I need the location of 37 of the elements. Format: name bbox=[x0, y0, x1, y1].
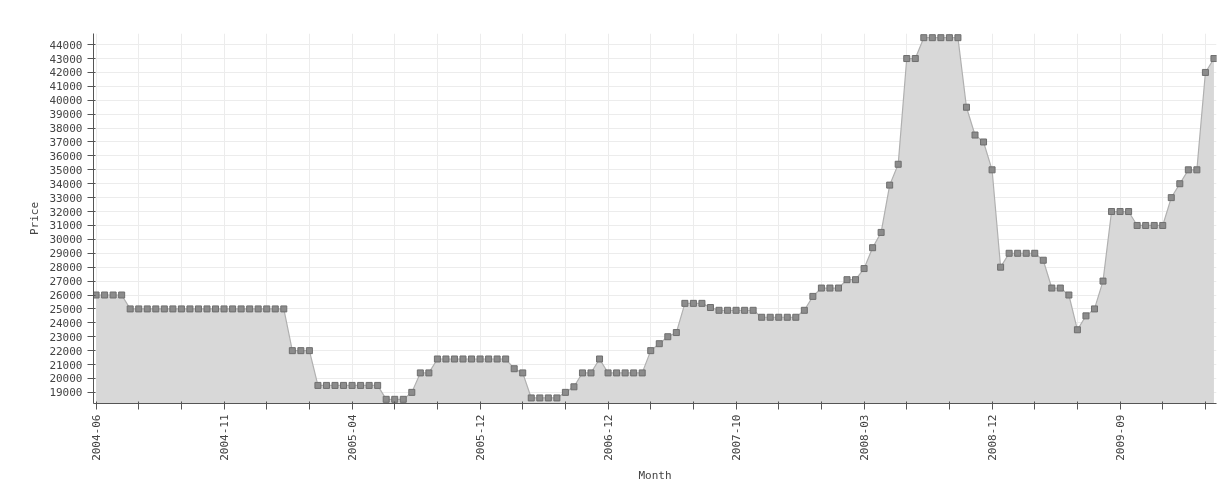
y-tick-label: 36000 bbox=[49, 149, 83, 163]
y-tick-label: 35000 bbox=[49, 163, 83, 177]
y-tick-label: 31000 bbox=[49, 219, 83, 233]
y-tick-label: 38000 bbox=[49, 122, 83, 136]
y-tick-label: 39000 bbox=[49, 108, 83, 122]
y-tick-label: 24000 bbox=[49, 316, 83, 330]
y-tick-label: 44000 bbox=[49, 38, 83, 52]
y-tick-label: 22000 bbox=[49, 344, 83, 358]
y-tick-label: 33000 bbox=[49, 191, 83, 205]
y-tick-label: 42000 bbox=[49, 66, 83, 80]
y-tick-label: 43000 bbox=[49, 52, 83, 66]
y-tick-label: 30000 bbox=[49, 233, 83, 247]
y-tick-label: 37000 bbox=[49, 136, 83, 149]
y-tick-label: 32000 bbox=[49, 205, 83, 219]
x-tick-label: 2004-06 bbox=[90, 414, 104, 461]
y-tick-label: 27000 bbox=[49, 275, 83, 289]
y-tick-label: 28000 bbox=[49, 261, 83, 275]
x-tick-label: 2005-04 bbox=[346, 414, 360, 461]
x-axis-title: Month bbox=[638, 468, 672, 482]
y-tick-label: 40000 bbox=[49, 94, 83, 108]
y-tick-label: 23000 bbox=[49, 330, 83, 344]
y-tick-label: 34000 bbox=[49, 177, 83, 191]
x-tick-label: 2006-12 bbox=[602, 414, 616, 461]
x-tick-label: 2008-12 bbox=[986, 414, 1000, 461]
y-tick-label: 19000 bbox=[49, 386, 83, 400]
y-tick-label: 20000 bbox=[49, 372, 83, 386]
y-tick-label: 25000 bbox=[49, 302, 83, 316]
x-tick-label: 2008-03 bbox=[858, 414, 872, 461]
y-axis-title: Price bbox=[28, 201, 42, 236]
y-tick-label: 29000 bbox=[49, 247, 83, 261]
y-tick-label: 21000 bbox=[49, 358, 83, 372]
x-tick-label: 2007-10 bbox=[730, 414, 744, 461]
x-tick-label: 2004-11 bbox=[218, 414, 232, 461]
x-tick-label: 2009-09 bbox=[1114, 414, 1128, 461]
y-tick-label: 26000 bbox=[49, 289, 83, 302]
y-tick-label: 41000 bbox=[49, 80, 83, 94]
x-tick-label: 2005-12 bbox=[474, 414, 488, 461]
